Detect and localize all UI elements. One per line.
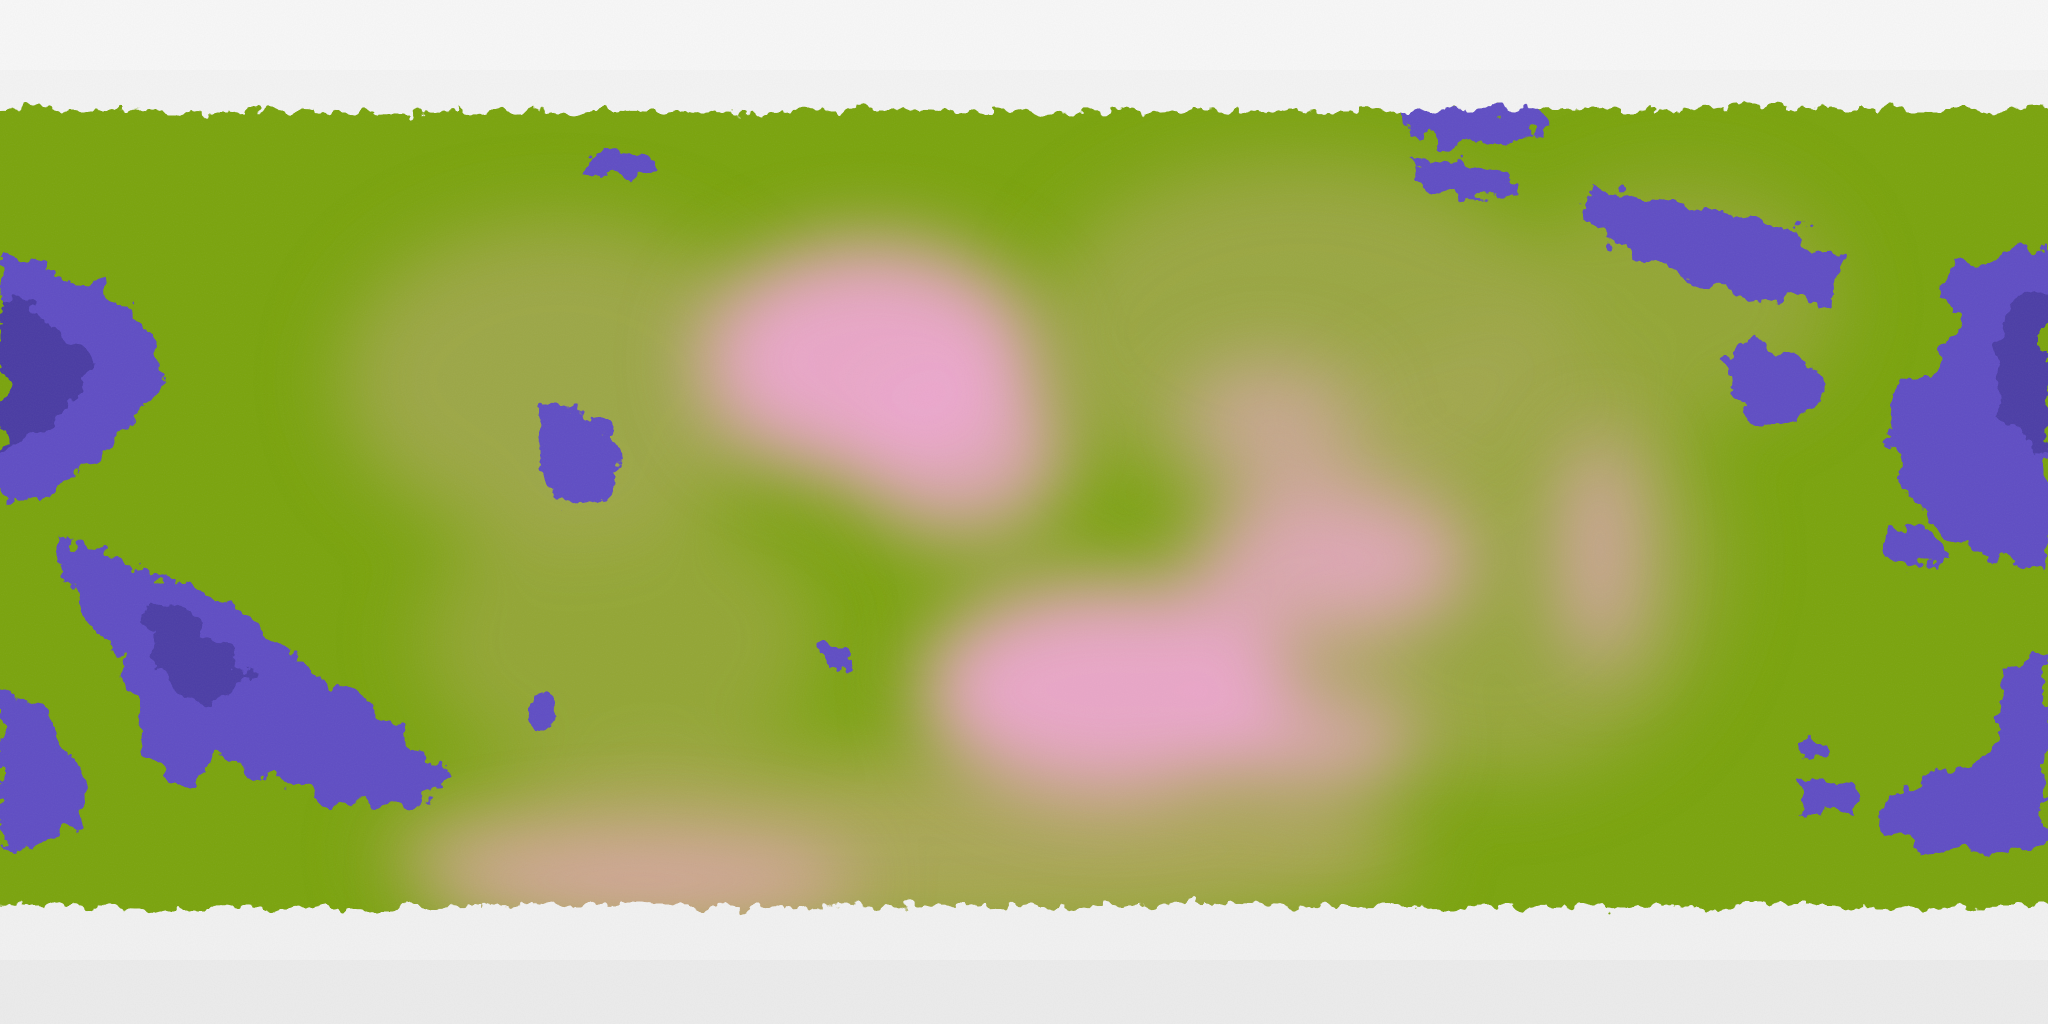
- surface-texture: [0, 0, 2048, 1024]
- planet-map: [0, 0, 2048, 1024]
- terrain-map-canvas: [0, 0, 2048, 1024]
